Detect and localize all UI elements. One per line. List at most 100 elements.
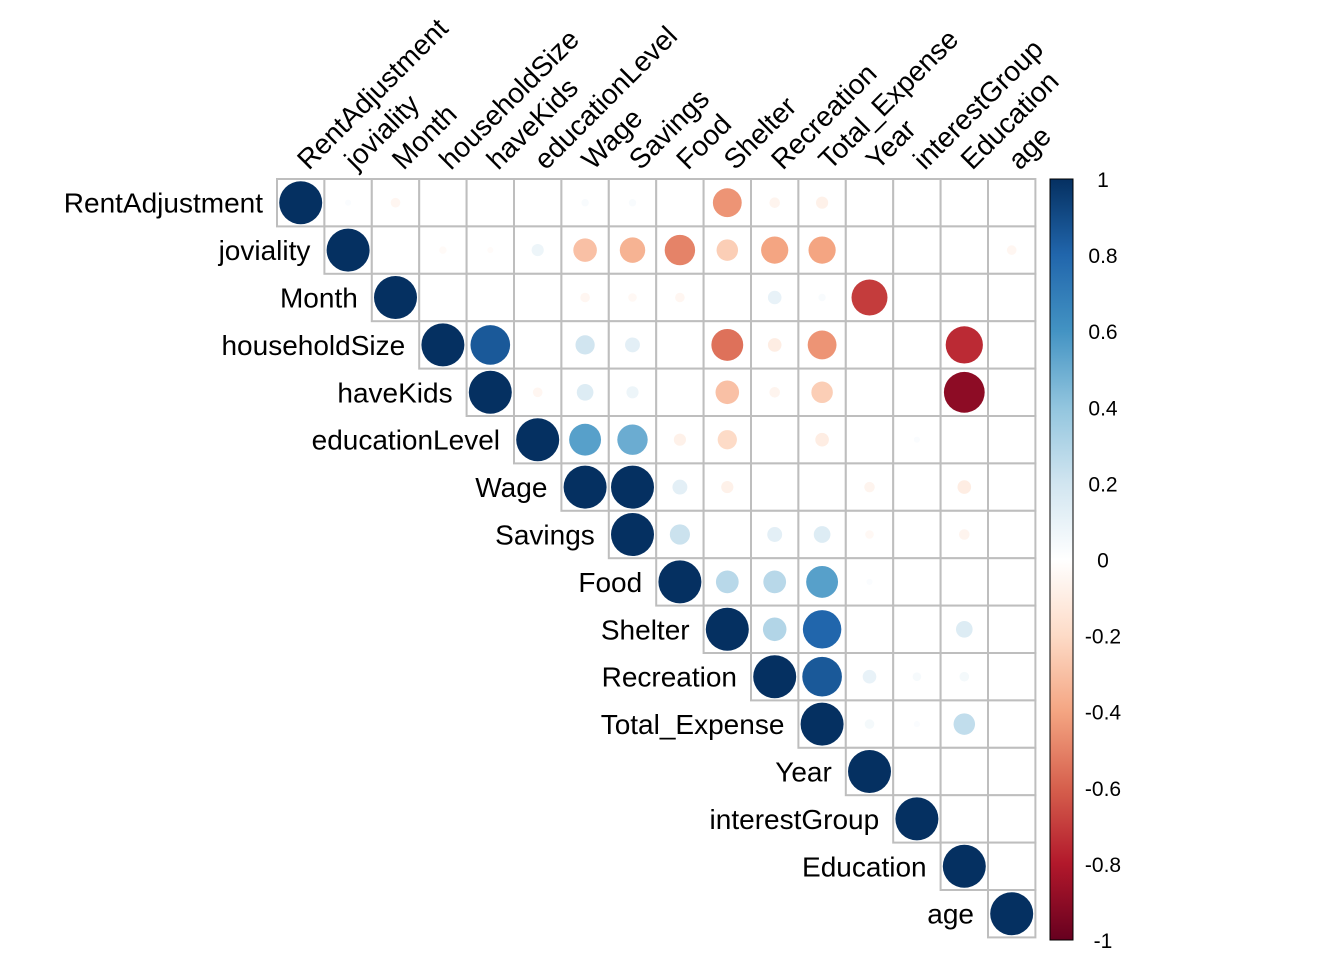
row-label-year: Year bbox=[775, 757, 832, 788]
corr-circle-month-total-expense bbox=[818, 293, 826, 302]
legend-tick-label: -1 bbox=[1094, 930, 1113, 953]
cell-savings-shelter bbox=[702, 509, 752, 560]
corr-circle-household-size-recreation bbox=[767, 338, 782, 352]
cell-interest-group-education bbox=[939, 794, 989, 844]
cell-year-interest-group bbox=[892, 746, 942, 797]
corr-circle-savings-food bbox=[669, 524, 690, 545]
legend-tick-label: 0.6 bbox=[1088, 321, 1117, 344]
row-label-shelter: Shelter bbox=[601, 614, 690, 645]
cell-wage-total-expense bbox=[797, 462, 847, 512]
corr-circle-rent-adjustment-month bbox=[390, 197, 401, 208]
corr-circle-education-level-interest-group bbox=[913, 436, 920, 443]
cell-wage-age bbox=[987, 462, 1037, 512]
corr-circle-education-level-food bbox=[673, 433, 686, 446]
corr-circle-shelter-education bbox=[955, 620, 973, 638]
cell-savings-interest-group bbox=[892, 509, 942, 560]
row-label-rent-adjustment: RentAdjustment bbox=[64, 188, 263, 219]
cell-have-kids-food bbox=[655, 367, 705, 418]
corr-circle-joviality-shelter bbox=[716, 239, 739, 261]
legend-tick-label: 0 bbox=[1097, 550, 1109, 573]
corr-circle-food-shelter bbox=[715, 570, 739, 594]
corr-circle-joviality-education-level bbox=[531, 244, 544, 257]
cell-joviality-month bbox=[370, 225, 421, 275]
corr-circle-education-education bbox=[942, 844, 986, 888]
cell-rent-adjustment-savings bbox=[607, 178, 658, 228]
row-label-household-size: householdSize bbox=[221, 330, 405, 361]
corr-circle-savings-savings bbox=[611, 513, 654, 556]
cell-education-level-year bbox=[844, 415, 895, 465]
column-labels: RentAdjustmentjovialityMonthhouseholdSiz… bbox=[291, 12, 1065, 176]
cell-rent-adjustment-education bbox=[939, 178, 989, 228]
cell-rent-adjustment-education-level bbox=[513, 178, 563, 228]
cell-month-age bbox=[987, 272, 1037, 323]
corr-circle-have-kids-shelter bbox=[715, 380, 740, 405]
row-labels: RentAdjustment joviality Month householdSiz… bbox=[64, 188, 974, 930]
cell-household-size-education-level bbox=[513, 320, 563, 370]
corr-circle-household-size-savings bbox=[625, 337, 640, 353]
corr-circle-month-food bbox=[675, 292, 685, 303]
cell-rent-adjustment-household-size bbox=[418, 178, 468, 228]
row-label-wage: Wage bbox=[475, 472, 547, 503]
cell-wage-recreation bbox=[750, 462, 800, 512]
corr-circle-joviality-recreation bbox=[761, 236, 789, 264]
corr-circle-shelter-total-expense bbox=[802, 610, 842, 649]
legend-tick-label: 1 bbox=[1097, 169, 1109, 192]
cell-food-education bbox=[939, 557, 989, 607]
cell-month-household-size bbox=[418, 272, 468, 323]
corr-circle-wage-year bbox=[864, 481, 875, 493]
corr-circle-household-size-total-expense bbox=[807, 330, 837, 360]
corr-circle-wage-education bbox=[957, 480, 972, 494]
corr-circle-have-kids-savings bbox=[626, 386, 639, 399]
corr-circle-month-year bbox=[851, 279, 888, 316]
color-legend: 1 0.8 0.6 0.4 0.2 0 -0.2 -0.4 -0.6 -0.8 -1 bbox=[1049, 169, 1121, 953]
cell-household-size-age bbox=[987, 320, 1037, 370]
corr-circle-household-size-shelter bbox=[711, 328, 744, 361]
cell-shelter-interest-group bbox=[892, 604, 942, 654]
cell-food-age bbox=[987, 557, 1037, 607]
cell-month-education bbox=[939, 272, 989, 323]
cell-joviality-year bbox=[844, 225, 895, 275]
corr-circle-wage-shelter bbox=[721, 481, 734, 494]
corr-circle-joviality-savings bbox=[619, 237, 646, 263]
corr-circle-shelter-shelter bbox=[705, 607, 749, 651]
cell-rent-adjustment-age bbox=[987, 178, 1037, 228]
cell-year-age bbox=[987, 746, 1037, 797]
corr-circle-month-wage bbox=[580, 292, 590, 303]
corr-circle-have-kids-wage bbox=[576, 383, 594, 401]
corr-circle-household-size-wage bbox=[575, 335, 595, 355]
corr-circle-education-level-total-expense bbox=[815, 432, 829, 447]
corr-circle-rent-adjustment-rent-adjustment bbox=[279, 181, 323, 225]
color-legend-bar bbox=[1049, 178, 1074, 941]
cell-total-expense-age bbox=[987, 699, 1037, 749]
cell-shelter-year bbox=[844, 604, 895, 654]
corr-circle-rent-adjustment-joviality bbox=[345, 199, 352, 206]
cell-rent-adjustment-have-kids bbox=[465, 178, 516, 228]
corr-circle-recreation-education bbox=[959, 671, 970, 682]
corr-circle-joviality-age bbox=[1006, 245, 1017, 255]
corr-circle-household-size-have-kids bbox=[470, 325, 511, 365]
corr-circle-rent-adjustment-total-expense bbox=[816, 196, 829, 209]
cell-joviality-wage bbox=[560, 225, 610, 275]
cell-education-level-recreation bbox=[750, 415, 800, 465]
corr-circle-savings-year bbox=[865, 530, 874, 539]
row-label-interest-group: interestGroup bbox=[710, 804, 880, 835]
corr-circle-age-age bbox=[990, 892, 1034, 936]
row-label-savings: Savings bbox=[495, 520, 595, 551]
cell-month-education-level bbox=[513, 272, 563, 323]
corr-circle-education-level-wage bbox=[569, 423, 602, 456]
corr-circle-shelter-recreation bbox=[762, 617, 787, 642]
corr-circle-total-expense-total-expense bbox=[800, 702, 844, 746]
row-label-recreation: Recreation bbox=[602, 662, 737, 693]
cell-education-level-education bbox=[939, 415, 989, 465]
corr-circle-recreation-recreation bbox=[753, 655, 797, 699]
row-label-age: age bbox=[927, 899, 974, 930]
corr-circle-have-kids-education-level bbox=[532, 387, 543, 398]
corr-circle-year-year bbox=[848, 750, 891, 793]
corr-circle-total-expense-interest-group bbox=[913, 721, 920, 728]
corr-circle-savings-recreation bbox=[767, 527, 783, 542]
row-label-joviality: joviality bbox=[218, 235, 311, 266]
legend-tick-label: 0.4 bbox=[1088, 397, 1118, 420]
corr-circle-savings-education bbox=[959, 529, 970, 540]
corr-circle-joviality-total-expense bbox=[808, 236, 836, 264]
cell-education-age bbox=[987, 841, 1037, 891]
